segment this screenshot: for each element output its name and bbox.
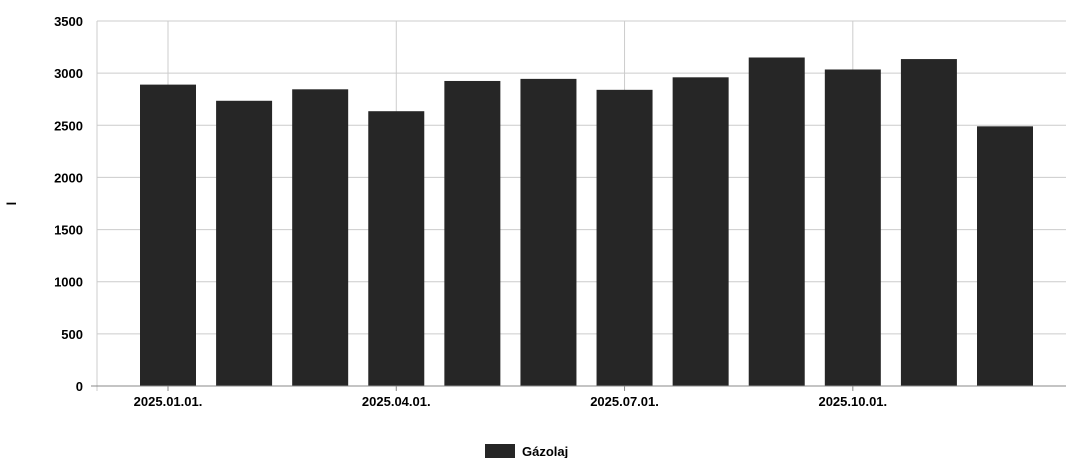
bar[interactable] bbox=[292, 89, 349, 387]
bar[interactable] bbox=[520, 78, 577, 386]
legend-swatch bbox=[485, 444, 515, 458]
bar-series bbox=[140, 57, 1033, 387]
bar[interactable] bbox=[824, 69, 881, 386]
x-tick-label: 2025.01.01. bbox=[134, 394, 203, 409]
bar[interactable] bbox=[444, 80, 501, 386]
bar[interactable] bbox=[748, 57, 805, 387]
bar[interactable] bbox=[596, 89, 653, 386]
y-tick-label: 500 bbox=[61, 327, 83, 342]
bar[interactable] bbox=[977, 126, 1033, 386]
y-tick-label: 2000 bbox=[54, 170, 83, 185]
y-axis-tick-labels: 0 500 1000 1500 2000 2500 3000 3500 bbox=[54, 14, 83, 394]
y-axis-title: l bbox=[4, 202, 19, 206]
bar[interactable] bbox=[900, 59, 957, 387]
legend-label: Gázolaj bbox=[522, 444, 568, 458]
y-tick-label: 0 bbox=[76, 379, 83, 394]
bar[interactable] bbox=[140, 84, 196, 386]
bar[interactable] bbox=[672, 77, 729, 387]
x-tick-label: 2025.04.01. bbox=[362, 394, 431, 409]
x-tick-label: 2025.10.01. bbox=[818, 394, 887, 409]
y-tick-label: 1500 bbox=[54, 223, 83, 238]
axes bbox=[91, 21, 1066, 391]
y-tick-label: 2500 bbox=[54, 118, 83, 133]
x-tick-label: 2025.07.01. bbox=[590, 394, 659, 409]
legend[interactable]: Gázolaj bbox=[485, 444, 568, 459]
y-tick-label: 3000 bbox=[54, 66, 83, 81]
x-axis-tick-labels: 2025.01.01. 2025.04.01. 2025.07.01. 2025.10… bbox=[134, 394, 888, 409]
y-tick-label: 1000 bbox=[54, 275, 83, 290]
bar[interactable] bbox=[368, 111, 425, 386]
y-tick-label: 3500 bbox=[54, 14, 83, 29]
bar[interactable] bbox=[216, 100, 273, 387]
